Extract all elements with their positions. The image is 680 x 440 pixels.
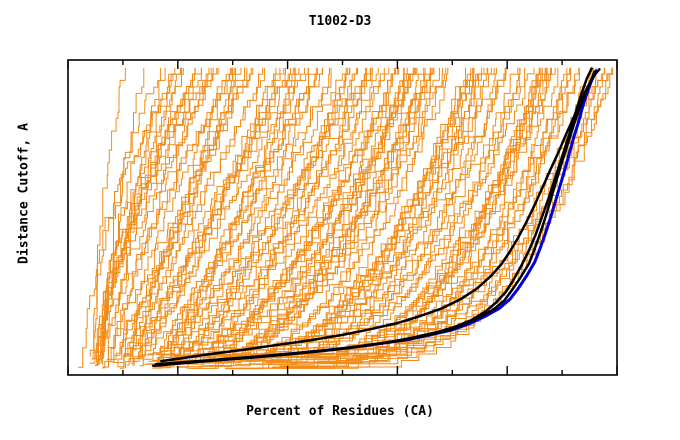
- predictor-curve: [160, 67, 357, 364]
- predictor-curve: [95, 67, 181, 364]
- predictor-curve: [177, 67, 348, 368]
- predictor-curve: [242, 67, 492, 355]
- page-title: T1002-D3: [308, 14, 372, 29]
- predictor-curve: [160, 67, 367, 365]
- predictor-curve: [173, 67, 367, 362]
- predictor-curve: [212, 67, 434, 362]
- predictor-curve: [222, 67, 440, 357]
- predictor-curve: [77, 67, 162, 368]
- predictor-curve: [147, 67, 347, 355]
- predictor-curve: [126, 67, 242, 366]
- predictor-curve: [154, 67, 330, 369]
- predictor-curve: [97, 67, 219, 356]
- predictor-curve: [93, 67, 212, 359]
- predictor-curve: [269, 67, 521, 366]
- series-reference-model-3: [154, 67, 593, 366]
- predictor-curve: [130, 67, 296, 364]
- predictor-curve: [133, 67, 285, 359]
- predictor-curve: [194, 67, 395, 359]
- predictor-curve: [89, 67, 182, 357]
- predictor-curve: [120, 67, 264, 369]
- predictor-curve: [234, 67, 475, 356]
- predictor-curve: [143, 67, 309, 365]
- predictor-curve: [113, 67, 235, 362]
- predictor-curve: [163, 67, 390, 359]
- predictor-curve: [293, 67, 559, 363]
- predictor-curve: [176, 67, 379, 368]
- x-axis-label: Percent of Residues (CA): [246, 404, 434, 419]
- predictor-curve: [316, 67, 606, 363]
- predictor-curve: [203, 67, 432, 364]
- predictor-curve: [260, 67, 497, 358]
- predictor-curve: [248, 67, 519, 365]
- predictor-curve: [289, 67, 568, 364]
- predictor-curve-bundle: [77, 67, 614, 370]
- predictor-curve: [187, 67, 385, 365]
- predictor-curve: [298, 67, 580, 363]
- predictor-curve: [142, 67, 281, 362]
- axis-ticks: [67, 60, 618, 375]
- predictor-curve: [212, 67, 432, 356]
- predictor-curve: [198, 67, 417, 367]
- predictor-curve: [276, 67, 543, 357]
- predictor-curve: [152, 67, 371, 361]
- predictor-curve: [283, 67, 540, 367]
- predictor-curve: [101, 67, 233, 369]
- predictor-curve: [261, 67, 535, 354]
- predictor-curve: [225, 67, 475, 369]
- predictor-curve: [148, 67, 323, 362]
- predictor-curve: [272, 67, 556, 368]
- predictor-curve: [146, 67, 350, 365]
- predictor-curve: [267, 67, 521, 363]
- predictor-curve: [156, 67, 296, 355]
- predictor-curve: [165, 67, 373, 355]
- predictor-curve: [157, 67, 309, 364]
- predictor-curve: [232, 67, 466, 359]
- predictor-curve: [246, 67, 507, 358]
- predictor-curve: [91, 67, 126, 360]
- predictor-curve: [265, 67, 542, 369]
- predictor-curve: [193, 67, 414, 355]
- predictor-curve: [106, 67, 245, 360]
- predictor-curve: [139, 67, 319, 367]
- predictor-curve: [296, 67, 571, 368]
- predictor-curve: [96, 67, 182, 354]
- reference-curve-layer: [151, 67, 601, 367]
- predictor-curve: [205, 67, 431, 357]
- predictor-curve: [173, 67, 405, 356]
